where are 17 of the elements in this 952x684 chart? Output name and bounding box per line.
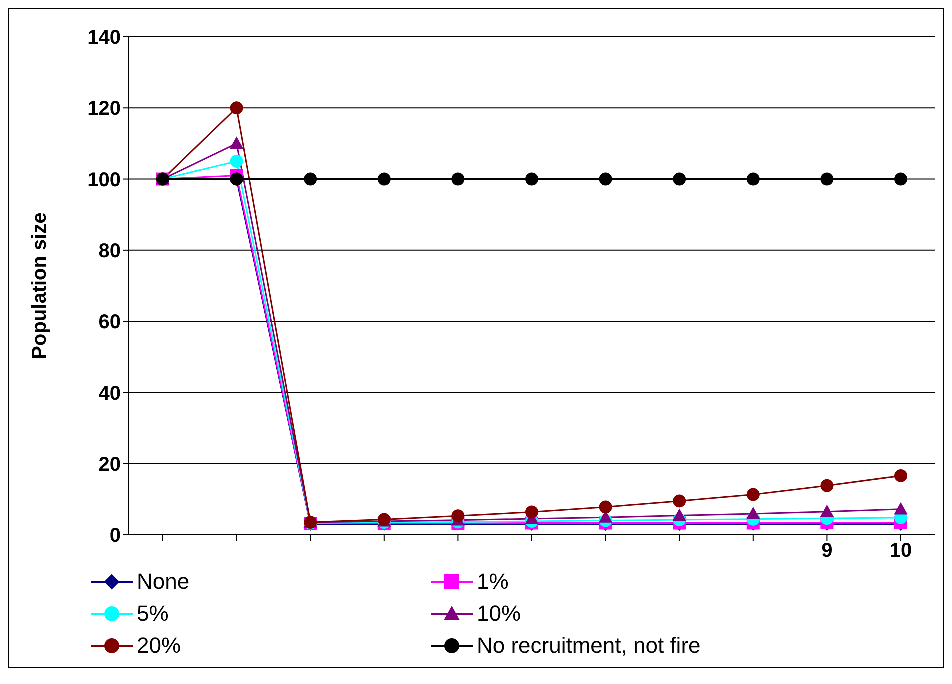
y-tick-label: 120 <box>88 98 121 120</box>
legend-label: None <box>137 569 190 595</box>
y-tick-label: 20 <box>98 454 121 476</box>
y-tick-label: 100 <box>88 169 121 192</box>
legend-label: 10% <box>477 601 522 627</box>
legend-label: No recruitment, not fire <box>477 633 701 659</box>
y-axis-title: Population size <box>29 212 52 360</box>
legend-label: 20% <box>137 633 182 659</box>
x-tick-label: 9 <box>822 540 833 562</box>
legend-label: 1% <box>477 569 509 595</box>
x-tick-label: 10 <box>890 540 912 562</box>
y-tick-label: 140 <box>88 27 121 50</box>
y-tick-label: 60 <box>98 312 121 334</box>
y-tick-label: 40 <box>98 382 121 405</box>
y-tick-label: 80 <box>98 240 121 263</box>
y-tick-label: 0 <box>110 525 121 548</box>
legend-label: 5% <box>137 601 169 627</box>
